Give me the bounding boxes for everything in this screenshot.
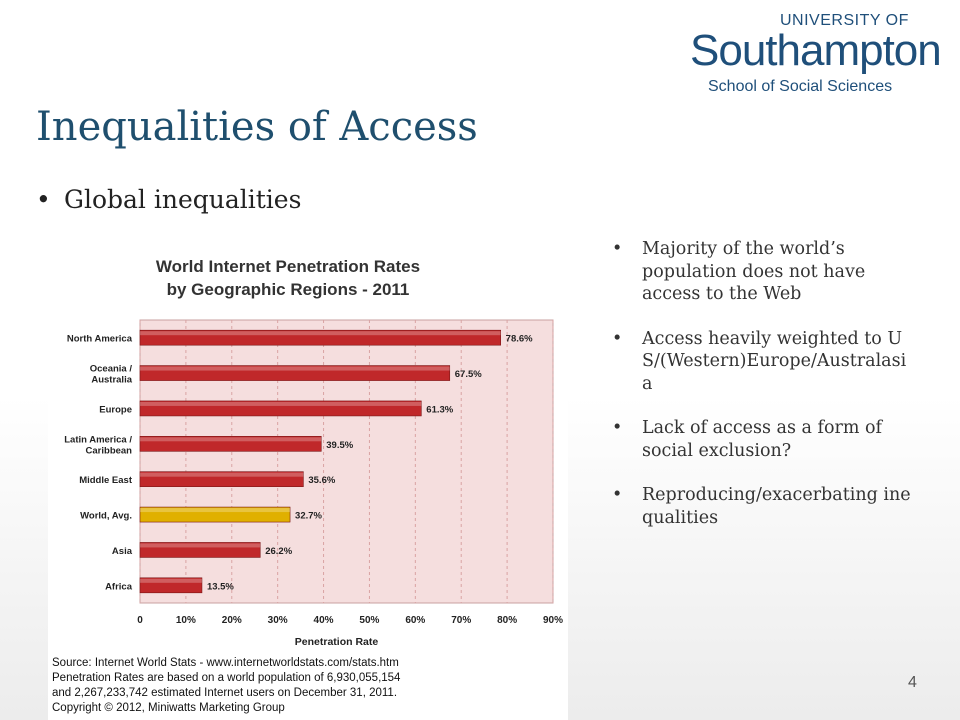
- bar-highlight: [140, 366, 450, 371]
- main-bullet-text: Global inequalities: [64, 185, 302, 214]
- x-tick-label: 40%: [314, 615, 334, 626]
- right-bullet: • Majority of the world’s population does…: [612, 238, 912, 306]
- chart-title: World Internet Penetration Rates: [156, 257, 420, 276]
- value-label: 61.3%: [426, 404, 453, 415]
- x-tick-label: 50%: [359, 615, 379, 626]
- category-label: Australia: [91, 375, 132, 386]
- x-tick-label: 30%: [268, 615, 288, 626]
- bullet-dot: •: [612, 418, 623, 438]
- x-axis-label: Penetration Rate: [295, 636, 379, 648]
- x-tick-label: 10%: [176, 615, 196, 626]
- bullet-dot: •: [612, 239, 623, 259]
- right-bullet: • Reproducing/exacerbating inequalities: [612, 484, 912, 529]
- bar: [139, 471, 304, 487]
- category-label: Asia: [112, 546, 133, 557]
- bullet-dot: •: [612, 485, 623, 505]
- x-tick-label: 70%: [451, 615, 471, 626]
- logo-southampton: Southampton: [690, 26, 942, 75]
- main-bullet: • Global inequalities: [36, 185, 301, 214]
- bar: [139, 365, 451, 381]
- x-tick-label: 80%: [497, 615, 517, 626]
- page-title: Inequalities of Access: [36, 104, 478, 150]
- bar: [139, 400, 422, 417]
- category-label: North America: [67, 334, 133, 345]
- chart-subtitle: by Geographic Regions - 2011: [167, 280, 410, 299]
- page-number: 4: [908, 674, 917, 691]
- right-bullet-list: • Majority of the world’s population does…: [612, 238, 912, 551]
- category-label: Caribbean: [86, 445, 133, 456]
- bar-highlight: [140, 543, 261, 548]
- right-bullet-text: Majority of the world’s population does …: [642, 239, 866, 304]
- footer-line: and 2,267,233,742 estimated Internet use…: [52, 687, 398, 699]
- bullet-dot: •: [612, 328, 623, 349]
- footer-line: Copyright © 2012, Miniwatts Marketing Gr…: [52, 702, 285, 714]
- value-label: 26.2%: [265, 546, 292, 557]
- bar: [139, 506, 291, 523]
- value-label: 32.7%: [295, 511, 322, 522]
- chart-svg: World Internet Penetration Rates by Geogr…: [64, 257, 563, 648]
- right-bullet: • Access heavily weighted to US/(Western)…: [612, 328, 912, 396]
- chart-footer: Source: Internet World Stats - www.inter…: [52, 656, 400, 716]
- value-label: 78.6%: [506, 334, 533, 345]
- x-tick-label: 60%: [405, 615, 425, 626]
- bar-highlight: [140, 437, 322, 442]
- category-label: Latin America /: [64, 434, 132, 445]
- value-label: 39.5%: [326, 440, 353, 451]
- bullet-dot: •: [36, 185, 51, 214]
- category-label: Middle East: [79, 475, 133, 486]
- bar: [139, 436, 322, 452]
- x-tick-label: 20%: [222, 615, 242, 626]
- bar-highlight: [140, 578, 202, 583]
- logo-university-of: UNIVERSITY OF: [780, 12, 909, 29]
- bar: [139, 542, 261, 558]
- category-label: Oceania /: [90, 364, 133, 375]
- value-label: 67.5%: [455, 369, 482, 380]
- value-label: 35.6%: [308, 475, 335, 486]
- category-label: Europe: [99, 404, 132, 415]
- category-label: Africa: [105, 581, 133, 592]
- footer-line: Penetration Rates are based on a world p…: [52, 672, 401, 684]
- right-bullet-text: Access heavily weighted to US/(Western)E…: [642, 328, 907, 394]
- university-logo: UNIVERSITY OF Southampton School of Soci…: [690, 12, 942, 102]
- bar-highlight: [140, 508, 291, 513]
- bar: [139, 577, 203, 594]
- category-label: World, Avg.: [80, 511, 132, 522]
- footer-line: Source: Internet World Stats - www.inter…: [52, 657, 399, 669]
- bar: [139, 329, 501, 346]
- plot-area: [139, 319, 554, 604]
- x-tick-label: 0: [137, 615, 143, 626]
- right-bullet-text: Lack of access as a form of social exclu…: [642, 418, 883, 461]
- logo-school: School of Social Sciences: [708, 78, 893, 95]
- bar-highlight: [140, 401, 422, 406]
- x-tick-label: 90%: [543, 615, 563, 626]
- right-bullet-text: Reproducing/exacerbating inequalities: [642, 485, 911, 528]
- right-bullet: • Lack of access as a form of social excl…: [612, 417, 912, 462]
- bar-highlight: [140, 331, 501, 336]
- bar-highlight: [140, 472, 304, 477]
- penetration-chart: World Internet Penetration Rates by Geogr…: [48, 240, 568, 720]
- value-label: 13.5%: [207, 581, 234, 592]
